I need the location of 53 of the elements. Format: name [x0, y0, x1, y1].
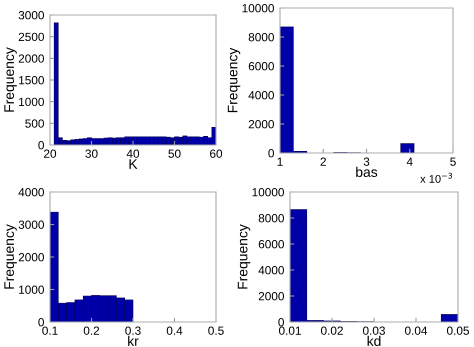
x-axis-title: kd — [368, 336, 380, 346]
x-tick-label: 1 — [278, 158, 283, 166]
y-tick-label: 1000 — [19, 98, 44, 106]
x-tick-label: 30 — [85, 149, 98, 158]
y-tick-label: 6000 — [258, 240, 284, 248]
x-tick-label: 0.04 — [404, 326, 428, 335]
y-tick-label: 500 — [25, 119, 44, 128]
x-tick-label: 0.1 — [42, 326, 58, 335]
y-axis-title: Frequency — [4, 47, 17, 112]
x-tick-label: 0.4 — [166, 326, 182, 335]
x-tick-label: 60 — [210, 149, 222, 158]
y-tick-label: 2000 — [248, 120, 274, 128]
x-axis-title: bas — [356, 166, 378, 177]
y-axis-title: Frequency — [228, 48, 240, 112]
x-tick-label: 40 — [126, 149, 140, 158]
x-tick-label: 0.5 — [208, 326, 224, 335]
y-tick-label: 2500 — [18, 32, 44, 42]
x-tick-label: 0.05 — [446, 326, 469, 335]
x-tick-label: 5 — [450, 158, 456, 166]
y-tick-label: 4000 — [18, 188, 44, 196]
y-tick-label: 0 — [268, 149, 274, 158]
x-axis-title: kr — [128, 336, 139, 346]
y-tick-label: 0 — [38, 141, 44, 150]
y-tick-label: 0 — [38, 318, 44, 326]
x-tick-label: 0.2 — [84, 326, 100, 335]
x-tick-label: 0.03 — [362, 326, 385, 335]
y-tick-label: 8000 — [248, 33, 274, 42]
y-tick-label: 2000 — [18, 253, 44, 262]
y-tick-label: 1500 — [19, 76, 44, 84]
x-tick-label: 4 — [406, 158, 413, 166]
x-tick-label: 0.3 — [125, 326, 141, 335]
y-tick-label: 3000 — [18, 220, 44, 229]
text: x 10$^{−3}$ — [420, 172, 452, 183]
x-tick-label: 0.02 — [320, 326, 343, 335]
x-tick-label: 50 — [168, 149, 181, 158]
y-tick-label: 4000 — [248, 91, 274, 100]
x-tick-label: 0.01 — [278, 326, 301, 335]
y-tick-label: 10000 — [242, 4, 274, 12]
y-tick-label: 10000 — [252, 188, 284, 196]
y-tick-label: 8000 — [258, 214, 284, 222]
y-tick-label: 3000 — [18, 11, 44, 20]
y-tick-label: 0 — [278, 318, 284, 326]
y-axis-title: Frequency — [238, 224, 250, 289]
y-tick-label: 6000 — [248, 62, 274, 70]
y-tick-label: 2000 — [18, 54, 44, 63]
y-tick-label: 1000 — [19, 286, 44, 294]
x-tick-label: 20 — [44, 149, 56, 158]
x-tick-label: 3 — [364, 157, 370, 166]
y-tick-label: 4000 — [258, 266, 284, 274]
x-axis-title: K — [130, 159, 138, 169]
y-tick-label: 2000 — [258, 292, 284, 300]
y-axis-title: Frequency — [4, 224, 17, 289]
x-tick-label: 2 — [320, 157, 326, 166]
